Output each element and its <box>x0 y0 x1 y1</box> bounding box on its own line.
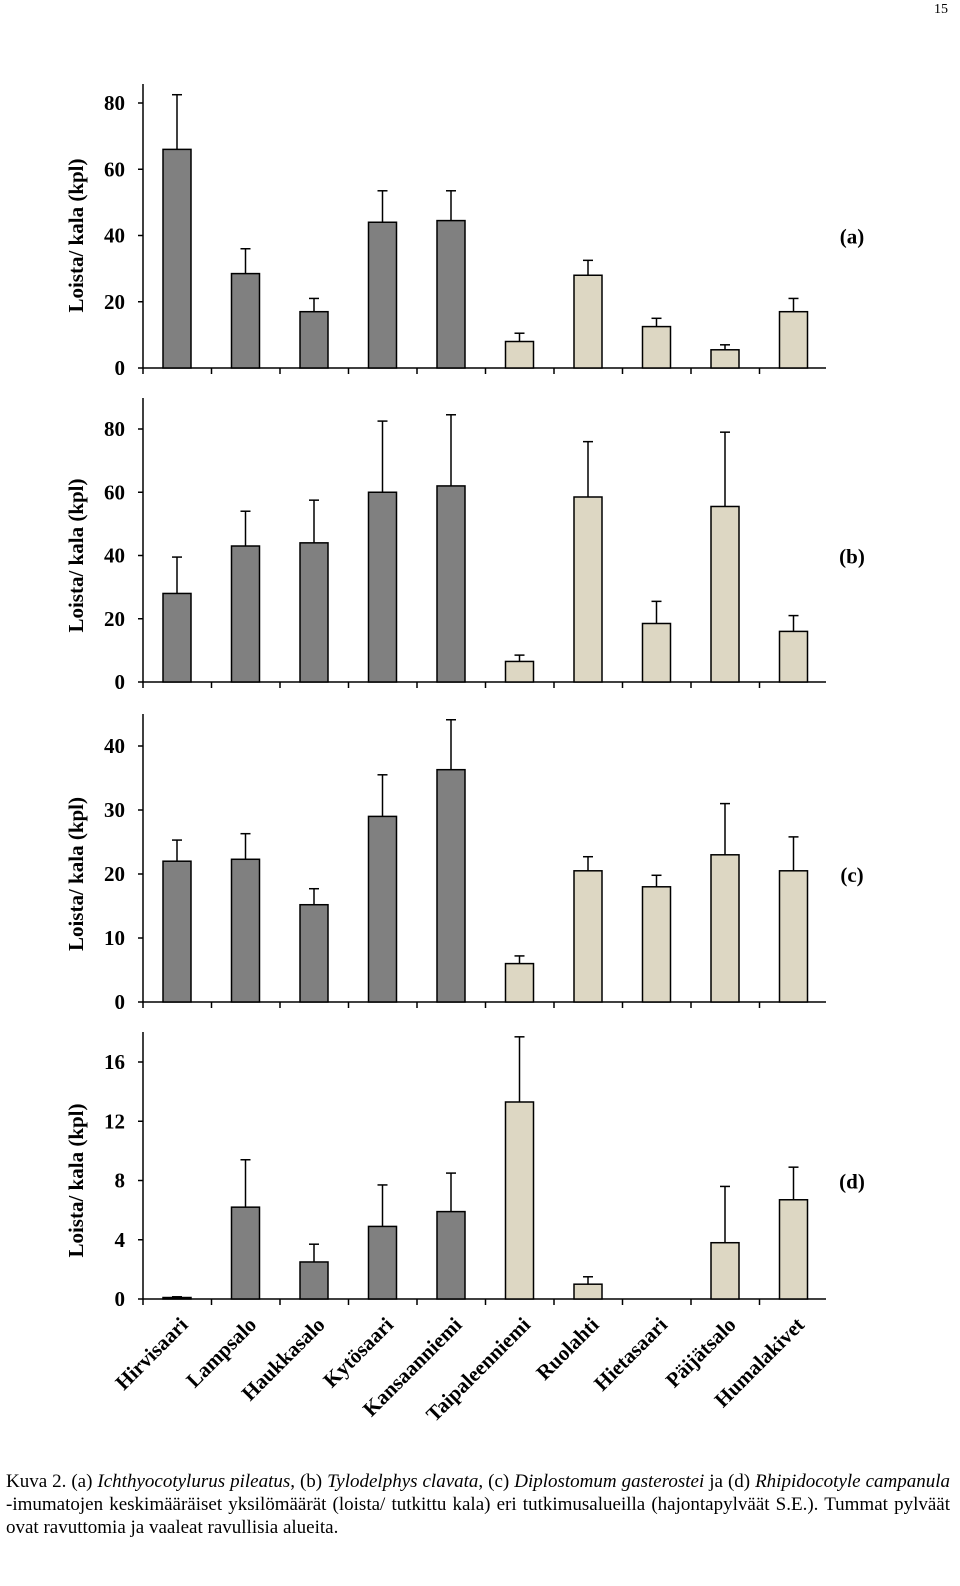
panel-a-y-tick-label: 0 <box>115 356 126 380</box>
caption-species-d: Rhipidocotyle campanula <box>755 1471 951 1492</box>
panel-b-bar <box>162 592 192 683</box>
page-number: 15 <box>934 2 948 17</box>
panel-c-bar <box>641 886 672 1003</box>
panel-b-y-tick-label: 80 <box>104 417 125 441</box>
caption-text-2: , (b) <box>290 1471 328 1492</box>
panel-a-y-tick-label: 80 <box>104 91 125 115</box>
panel-a-bar <box>162 148 192 369</box>
caption-species-c: Diplostomum gasterostei <box>514 1471 705 1492</box>
panel-b-bar <box>436 485 466 683</box>
panel-c-y-tick-label: 10 <box>104 926 125 950</box>
caption-species-b: Tylodelphys clavata <box>327 1471 479 1492</box>
panel-d-y-tick-label: 0 <box>115 1287 126 1311</box>
caption-species-a: Ichthyocotylurus pileatus <box>97 1471 291 1492</box>
panel-d-y-tick-label: 16 <box>104 1050 125 1074</box>
panel-b-bar <box>504 660 535 683</box>
panel-d-y-tick-label: 8 <box>115 1169 126 1193</box>
panel-d-bar <box>436 1210 466 1300</box>
panel-d-y-axis-title: Loista/ kala (kpl) <box>64 1103 88 1257</box>
panel-a-y-tick-label: 60 <box>104 157 125 181</box>
panel-b-bar <box>299 542 329 683</box>
panel-a-bar <box>299 310 329 369</box>
panel-c-y-tick-label: 40 <box>104 734 125 758</box>
panel-a-bar <box>230 272 261 369</box>
panel-d-bar <box>778 1199 809 1300</box>
panel-c-y-axis-title: Loista/ kala (kpl) <box>64 797 88 951</box>
panel-d-label: (d) <box>839 1170 865 1194</box>
panel-b-bar <box>573 496 603 683</box>
panel-a-y-axis-title: Loista/ kala (kpl) <box>64 158 88 312</box>
caption-text-3: , (c) <box>478 1471 515 1492</box>
panel-d-bar <box>504 1101 535 1300</box>
panel-b-label: (b) <box>839 545 865 569</box>
figure-caption: Kuva 2. (a) Ichthyocotylurus pileatus, (… <box>6 1470 950 1539</box>
panel-a-label: (a) <box>840 225 865 249</box>
panel-a-bar <box>367 221 398 369</box>
panel-a-bar <box>504 340 535 369</box>
panel-b-y-axis-title: Loista/ kala (kpl) <box>64 478 88 632</box>
panel-c-label: (c) <box>840 863 863 887</box>
caption-text-5: -imumatojen keskimääräiset yksilömäärät … <box>6 1494 950 1538</box>
panel-c-bar <box>436 768 466 1003</box>
caption-text-1: Kuva 2. (a) <box>6 1471 98 1492</box>
panel-a-bar <box>573 274 603 369</box>
panel-c-bar <box>230 858 261 1003</box>
panel-d-bar <box>710 1241 740 1300</box>
panel-b-y-tick-label: 60 <box>104 480 125 504</box>
panel-d-y-tick-label: 4 <box>115 1228 126 1252</box>
panel-c-bar <box>504 962 535 1003</box>
panel-c-bar <box>710 854 740 1003</box>
panel-b-y-tick-label: 40 <box>104 544 125 568</box>
panel-c-y-tick-label: 30 <box>104 798 125 822</box>
panel-b-bar <box>367 491 398 683</box>
panel-c-bar <box>299 903 329 1003</box>
panel-a-bar <box>778 310 809 369</box>
panel-b-bar <box>641 622 672 683</box>
panel-b-bar <box>710 505 740 683</box>
panel-c-bar <box>162 860 192 1003</box>
panel-a-bar <box>641 325 672 369</box>
caption-text-4: ja (d) <box>704 1471 756 1492</box>
panel-d-y-tick-label: 12 <box>104 1109 125 1133</box>
category-label: Hirvisaari <box>110 1312 192 1394</box>
panel-c-bar <box>778 870 809 1003</box>
category-label: Hietasaari <box>589 1312 672 1395</box>
panel-c-bar <box>573 870 603 1003</box>
panel-d-bar <box>230 1206 261 1300</box>
panel-d-bar <box>162 1296 192 1300</box>
panel-d-bar <box>299 1261 329 1300</box>
panel-b-y-tick-label: 20 <box>104 607 125 631</box>
panel-d-bar <box>367 1225 398 1300</box>
panel-a-bar <box>436 219 466 369</box>
panel-b-bar <box>778 630 809 683</box>
panel-c-y-tick-label: 0 <box>115 990 126 1014</box>
panel-b-bar <box>230 545 261 683</box>
panel-c-bar <box>367 815 398 1003</box>
panel-a-bar <box>710 349 740 369</box>
panel-d-bar <box>573 1283 603 1300</box>
panel-c-y-tick-label: 20 <box>104 862 125 886</box>
panel-a-y-tick-label: 40 <box>104 224 125 248</box>
panel-a-y-tick-label: 20 <box>104 290 125 314</box>
panel-b-y-tick-label: 0 <box>115 670 126 694</box>
